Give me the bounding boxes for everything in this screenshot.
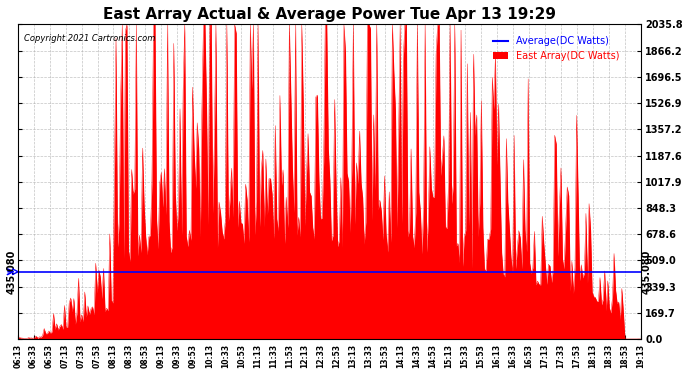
- Text: 435.080: 435.080: [641, 249, 651, 294]
- Legend: Average(DC Watts), East Array(DC Watts): Average(DC Watts), East Array(DC Watts): [490, 33, 623, 65]
- Text: Copyright 2021 Cartronics.com: Copyright 2021 Cartronics.com: [24, 34, 155, 43]
- Title: East Array Actual & Average Power Tue Apr 13 19:29: East Array Actual & Average Power Tue Ap…: [103, 7, 555, 22]
- Text: 435.080: 435.080: [7, 249, 17, 294]
